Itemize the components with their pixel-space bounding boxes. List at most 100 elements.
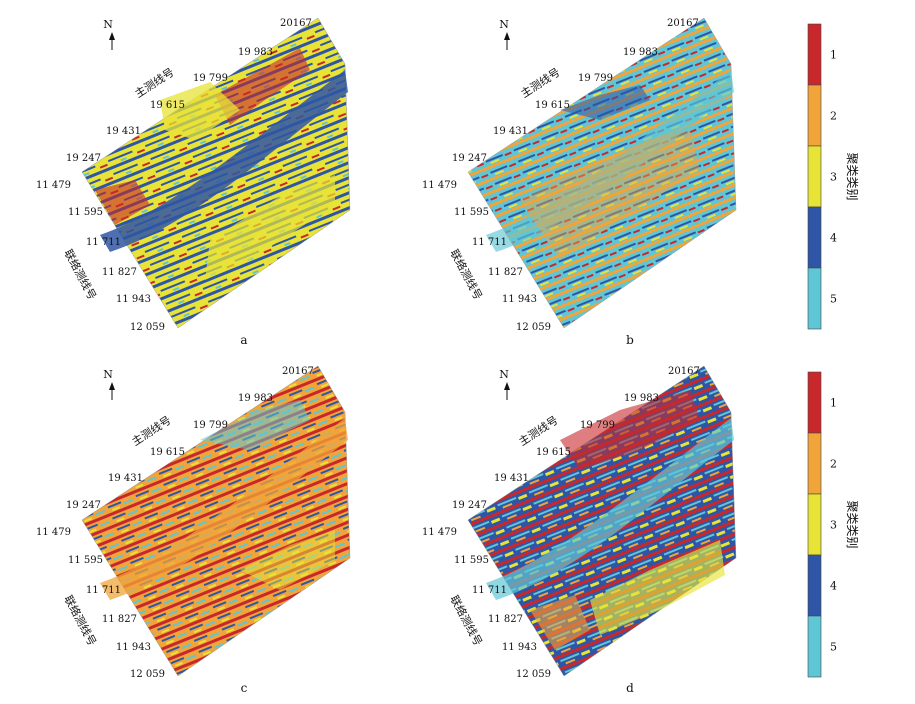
tie-line-2-c: 11 711 — [86, 585, 121, 596]
tie-line-4-d: 11 943 — [502, 642, 537, 653]
red-patch-a2 — [95, 180, 150, 225]
tie-line-4-b: 11 943 — [502, 294, 537, 305]
north-arrow-icon — [504, 382, 510, 400]
tie-line-2-d: 11 711 — [472, 585, 507, 596]
legend-label-1-bottom: 1 — [830, 397, 837, 410]
main-line-4-d: 19 431 — [494, 473, 529, 484]
legend-swatch-1-bottom — [807, 371, 822, 434]
legend-label-2-top: 2 — [830, 110, 837, 123]
main-line-4-a: 19 431 — [106, 126, 141, 137]
panel-letter-a: a — [240, 333, 247, 347]
legend-label-3-bottom: 3 — [830, 519, 837, 532]
main-line-4-b: 19 431 — [493, 126, 528, 137]
main-line-0-a: 20167 — [280, 18, 312, 29]
legend-swatch-2-top — [807, 84, 822, 147]
red-patch-a — [215, 48, 310, 125]
north-arrow-icon — [109, 382, 115, 400]
tie-line-4-c: 11 943 — [116, 642, 151, 653]
main-axis-title-d: 主测线号 — [516, 413, 561, 449]
red-patch-d — [560, 390, 700, 470]
legend-label-5-bottom: 5 — [830, 641, 837, 654]
legend-label-1-top: 1 — [830, 49, 837, 62]
yellow-patch-a2 — [205, 175, 335, 280]
legend-swatch-4-bottom — [807, 554, 822, 617]
main-line-3-d: 19 615 — [536, 447, 571, 458]
tie-line-3-c: 11 827 — [102, 614, 137, 625]
tie-line-0-a: 11 479 — [36, 180, 71, 191]
tie-axis-title-b: 联络测线号 — [447, 247, 485, 302]
main-line-3-b: 19 615 — [535, 100, 570, 111]
teal-patch-c — [200, 400, 310, 450]
main-line-1-c: 19 983 — [238, 393, 273, 404]
fault-band-a — [100, 70, 348, 252]
tie-line-1-a: 11 595 — [68, 207, 103, 218]
main-line-0-d: 20167 — [668, 366, 700, 377]
blue-patch-b — [560, 85, 650, 120]
north-label-b: N — [499, 18, 509, 31]
legend-swatch-1-top — [807, 23, 822, 86]
main-line-1-b: 19 983 — [623, 47, 658, 58]
main-line-2-b: 19 799 — [578, 73, 613, 84]
tie-line-1-c: 11 595 — [68, 555, 103, 566]
fault-band-c — [100, 418, 348, 600]
north-label-d: N — [499, 368, 509, 381]
yellow-patch-d — [590, 540, 725, 635]
yellow-patch-a — [160, 82, 240, 140]
legend-top: 1 2 3 4 5 聚类类别 — [807, 23, 859, 330]
main-line-1-a: 19 983 — [238, 47, 273, 58]
tie-axis-title-a: 联络测线号 — [61, 247, 99, 302]
tie-line-5-c: 12 059 — [130, 669, 165, 680]
legend-label-4-bottom: 4 — [830, 580, 837, 593]
fault-band-b — [486, 70, 734, 252]
legend-bottom: 1 2 3 4 5 聚类类别 — [807, 371, 859, 678]
legend-title-top: 聚类类别 — [845, 152, 859, 200]
panel-c: N 20167 19 983 19 799 19 615 19 431 19 2… — [36, 365, 351, 695]
tie-line-2-b: 11 711 — [472, 237, 507, 248]
main-line-2-d: 19 799 — [580, 420, 615, 431]
tie-line-5-d: 12 059 — [516, 669, 551, 680]
legend-swatch-4-top — [807, 206, 822, 269]
legend-label-3-top: 3 — [830, 171, 837, 184]
tie-line-1-b: 11 595 — [454, 207, 489, 218]
main-line-0-c: 20167 — [282, 366, 314, 377]
tie-axis-title-d: 联络测线号 — [447, 593, 485, 648]
legend-swatch-3-top — [807, 145, 822, 208]
tie-line-4-a: 11 943 — [116, 294, 151, 305]
main-axis-title-c: 主测线号 — [129, 413, 174, 449]
main-line-3-a: 19 615 — [150, 100, 185, 111]
main-line-5-b: 19 247 — [452, 153, 487, 164]
tie-line-0-c: 11 479 — [36, 527, 71, 538]
legend-label-5-top: 5 — [830, 293, 837, 306]
legend-swatch-3-bottom — [807, 493, 822, 556]
panel-letter-b: b — [626, 333, 634, 347]
main-axis-title-a: 主测线号 — [132, 65, 177, 101]
legend-swatch-5-bottom — [807, 615, 822, 678]
legend-label-2-bottom: 2 — [830, 458, 837, 471]
panel-letter-d: d — [626, 681, 634, 695]
fault-band-d — [486, 418, 734, 600]
panel-b: N 20167 19 983 19 799 19 615 19 431 19 2… — [422, 17, 737, 347]
tie-line-1-d: 11 595 — [454, 555, 489, 566]
main-line-5-c: 19 247 — [66, 500, 101, 511]
main-line-1-d: 19 983 — [624, 393, 659, 404]
north-label-a: N — [103, 18, 113, 31]
main-line-4-c: 19 431 — [108, 473, 143, 484]
main-line-0-b: 20167 — [667, 18, 699, 29]
main-line-5-a: 19 247 — [66, 153, 101, 164]
north-arrow-icon — [504, 32, 510, 50]
orange-patch-d — [530, 595, 590, 650]
north-arrow-icon — [109, 32, 115, 50]
main-line-2-a: 19 799 — [193, 73, 228, 84]
legend-swatch-5-top — [807, 267, 822, 330]
panel-a: N 20167 19 983 19 799 19 615 19 431 19 2… — [36, 17, 351, 347]
tie-line-3-d: 11 827 — [488, 614, 523, 625]
north-label-c: N — [103, 368, 113, 381]
legend-label-4-top: 4 — [830, 232, 837, 245]
main-axis-title-b: 主测线号 — [518, 65, 563, 101]
tie-line-3-a: 11 827 — [102, 267, 137, 278]
legend-title-bottom: 聚类类别 — [845, 500, 859, 548]
legend-swatch-2-bottom — [807, 432, 822, 495]
orange-patch-b — [520, 130, 700, 260]
main-line-5-d: 19 247 — [452, 500, 487, 511]
